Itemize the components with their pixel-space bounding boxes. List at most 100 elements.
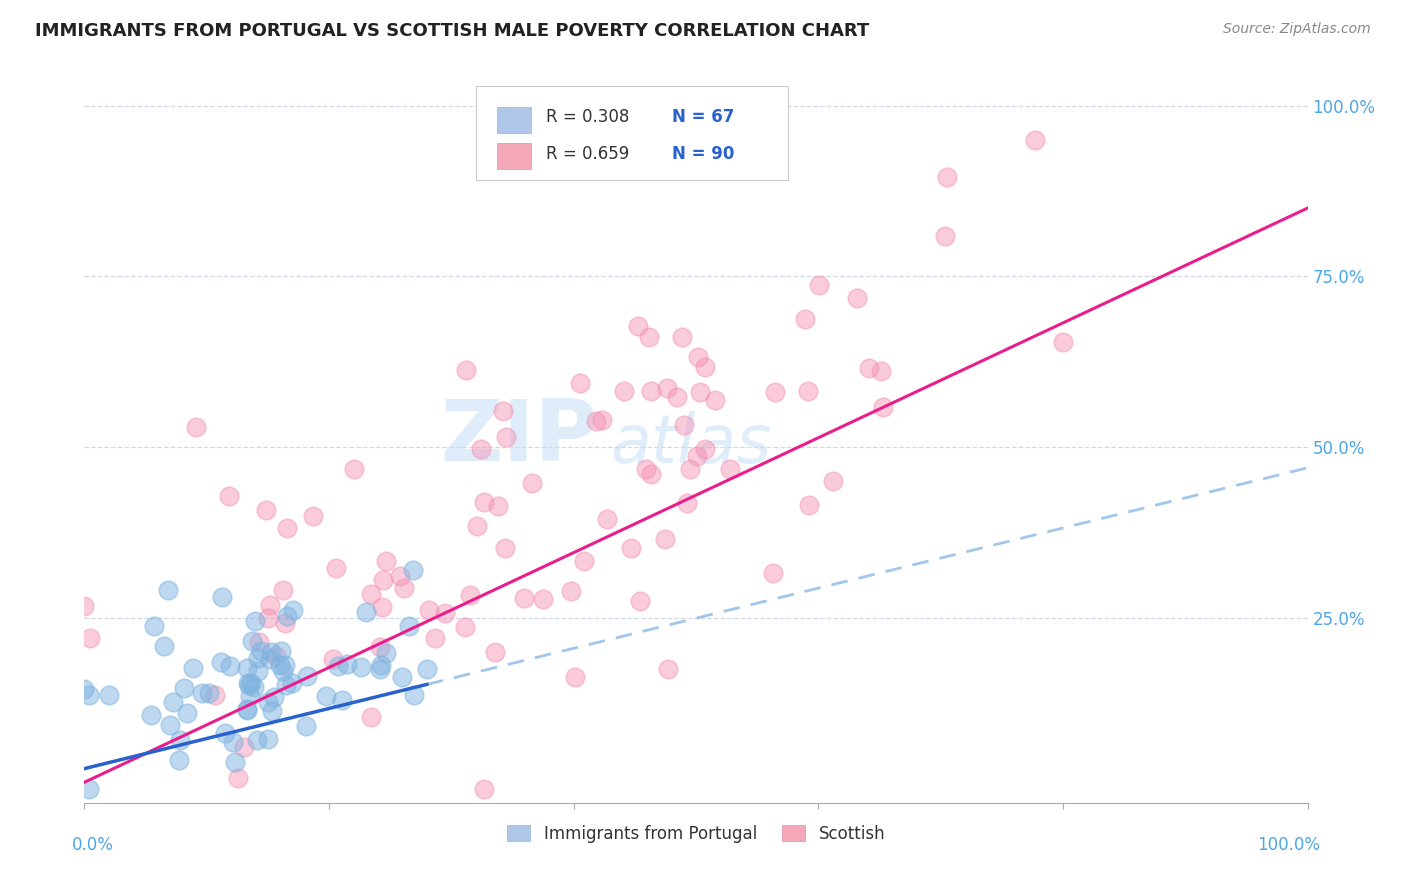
Point — [256, 694, 278, 708]
Point — [472, 782, 495, 797]
Point — [402, 688, 425, 702]
Point — [488, 499, 510, 513]
Point — [799, 498, 821, 512]
Point — [686, 350, 709, 364]
Point — [77, 688, 100, 702]
Point — [678, 462, 700, 476]
Point — [472, 495, 495, 509]
Point — [689, 385, 711, 400]
Point — [236, 702, 259, 716]
Point — [846, 291, 869, 305]
Point — [560, 584, 582, 599]
Point — [1052, 335, 1074, 350]
Point — [239, 676, 262, 690]
Point — [274, 615, 297, 630]
Point — [634, 462, 657, 476]
Point — [198, 686, 221, 700]
Text: 100.0%: 100.0% — [1257, 836, 1320, 854]
Point — [492, 404, 515, 418]
Point — [675, 496, 697, 510]
Point — [360, 709, 382, 723]
Point — [218, 658, 240, 673]
Point — [934, 229, 956, 244]
Point — [247, 664, 270, 678]
Point — [693, 442, 716, 456]
Text: R = 0.308: R = 0.308 — [546, 109, 628, 127]
Point — [665, 390, 688, 404]
Point — [808, 278, 831, 293]
Text: ZIP: ZIP — [440, 395, 598, 479]
Point — [243, 614, 266, 628]
Point — [209, 656, 232, 670]
Point — [276, 521, 298, 535]
Point — [336, 657, 359, 671]
Point — [283, 602, 305, 616]
Point — [628, 594, 651, 608]
Point — [418, 603, 440, 617]
Point — [257, 731, 280, 746]
Point — [454, 620, 477, 634]
Legend: Immigrants from Portugal, Scottish: Immigrants from Portugal, Scottish — [501, 818, 891, 849]
Bar — [496, 107, 531, 133]
Point — [936, 169, 959, 184]
Point — [264, 648, 287, 663]
Point — [494, 541, 516, 555]
Point — [374, 554, 396, 568]
Point — [224, 756, 246, 770]
Point — [238, 678, 260, 692]
Point — [704, 393, 727, 408]
Point — [821, 474, 844, 488]
Point — [484, 645, 506, 659]
Text: N = 90: N = 90 — [672, 145, 734, 163]
Point — [325, 560, 347, 574]
Point — [654, 532, 676, 546]
Text: R = 0.659: R = 0.659 — [546, 145, 628, 163]
Point — [295, 719, 318, 733]
Point — [371, 599, 394, 614]
Point — [371, 573, 394, 587]
Point — [247, 634, 270, 648]
Point — [211, 590, 233, 604]
Point — [620, 541, 643, 556]
Point — [585, 414, 607, 428]
Point — [394, 581, 416, 595]
Point — [398, 619, 420, 633]
Point — [762, 566, 785, 580]
Point — [214, 725, 236, 739]
Point — [574, 553, 596, 567]
Point — [350, 660, 373, 674]
Point — [259, 652, 281, 666]
Point — [269, 657, 291, 672]
Point — [423, 631, 446, 645]
Point — [204, 688, 226, 702]
Point — [458, 589, 481, 603]
Point — [226, 771, 249, 785]
Point — [869, 364, 891, 378]
Point — [73, 599, 96, 613]
Point — [330, 692, 353, 706]
Point — [191, 685, 214, 699]
Point — [470, 442, 492, 457]
Point — [260, 645, 283, 659]
Point — [254, 503, 277, 517]
Point — [522, 475, 544, 490]
Point — [640, 467, 662, 482]
Point — [236, 704, 259, 718]
Text: atlas: atlas — [610, 411, 772, 477]
Point — [495, 430, 517, 444]
FancyBboxPatch shape — [475, 86, 787, 179]
Point — [240, 633, 263, 648]
Point — [657, 381, 679, 395]
Point — [184, 419, 207, 434]
Point — [360, 587, 382, 601]
Point — [797, 384, 820, 399]
Point — [167, 753, 190, 767]
Point — [416, 661, 439, 675]
Point — [274, 678, 297, 692]
Point — [686, 449, 709, 463]
Point — [238, 675, 260, 690]
Point — [183, 661, 205, 675]
Point — [239, 689, 262, 703]
Point — [391, 670, 413, 684]
Point — [218, 489, 240, 503]
